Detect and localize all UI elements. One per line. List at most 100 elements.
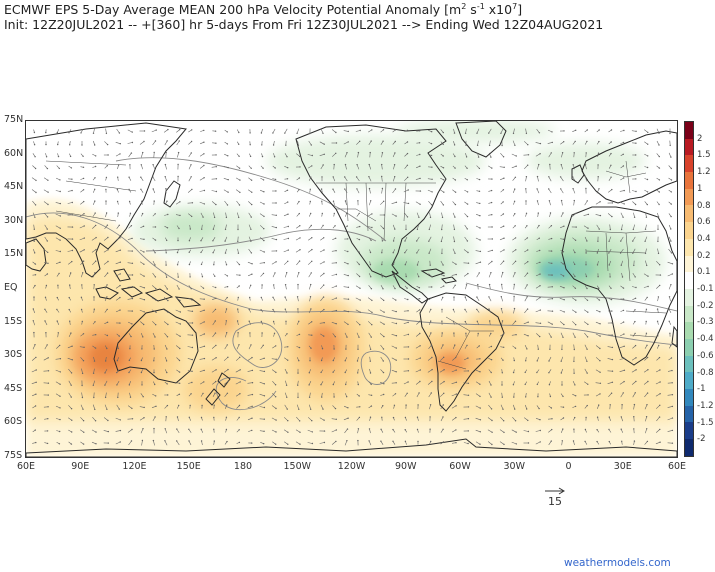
wind-vector-head <box>323 261 325 263</box>
wind-vector-head <box>563 311 565 313</box>
wind-vector-head <box>500 132 502 134</box>
wind-vector <box>656 140 660 146</box>
wind-vector-head <box>69 284 71 286</box>
wind-vector-head <box>393 404 396 406</box>
wind-vector-head <box>298 320 300 322</box>
wind-vector-head <box>213 216 216 219</box>
wind-vector-head <box>501 144 503 147</box>
wind-vector-head <box>515 155 517 157</box>
wind-vector-head <box>465 144 467 146</box>
map-title: ECMWF EPS 5-Day Average MEAN 200 hPa Vel… <box>4 2 523 18</box>
wind-vector <box>343 274 349 276</box>
wind-vector-head <box>501 384 503 386</box>
wind-vector <box>381 176 383 182</box>
wind-vector-head <box>407 370 410 372</box>
wind-vector <box>271 358 277 360</box>
wind-vector-head <box>71 431 73 433</box>
wind-vector-head <box>670 240 672 242</box>
wind-vector-head <box>47 179 49 181</box>
wind-vector <box>607 382 613 384</box>
wind-vector-head <box>647 285 649 288</box>
wind-vector <box>668 236 672 242</box>
wind-vector <box>597 248 599 254</box>
wind-vector-head <box>177 163 179 166</box>
wind-vector-head <box>563 299 565 301</box>
wind-vector-head <box>392 263 395 266</box>
wind-vector <box>283 226 289 228</box>
wind-vector-head <box>191 310 194 312</box>
wind-vector-head <box>239 191 241 194</box>
wind-vector-head <box>287 167 289 169</box>
wind-vector-head <box>35 393 37 395</box>
wind-vector <box>115 142 121 144</box>
wind-vector-head <box>671 369 673 372</box>
wind-vector-head <box>83 237 85 239</box>
wind-vector-head <box>320 371 322 374</box>
wind-vector-head <box>263 383 265 385</box>
wind-vector-head <box>200 428 202 430</box>
wind-vector-head <box>441 308 443 311</box>
wind-vector-head <box>344 176 346 178</box>
wind-vector <box>225 224 227 230</box>
wind-vector-head <box>203 153 205 155</box>
wind-vector-head <box>239 381 241 383</box>
wind-vector-head <box>491 167 493 169</box>
wind-vector <box>272 272 276 278</box>
wind-vector-head <box>68 296 70 299</box>
wind-vector <box>380 141 384 145</box>
colorbar-label: -0.1 <box>697 284 714 294</box>
wind-vector-head <box>561 384 563 386</box>
wind-vector <box>368 129 372 133</box>
wind-vector-head <box>382 360 384 362</box>
wind-vector <box>201 224 203 230</box>
wind-vector-head <box>430 142 433 145</box>
wind-vector-head <box>620 240 622 242</box>
wind-vector-head <box>46 273 49 275</box>
wind-vector-head <box>563 141 565 143</box>
wind-vector <box>668 284 672 290</box>
wind-vector-head <box>346 428 349 430</box>
wind-vector <box>441 212 443 218</box>
wind-vector <box>331 418 337 420</box>
wind-vector <box>560 176 564 182</box>
wind-vector <box>199 358 205 360</box>
longitude-label: 60E <box>667 461 687 472</box>
wind-vector <box>523 333 529 337</box>
wind-vector-head <box>93 284 95 286</box>
wind-vector-head <box>323 322 325 324</box>
wind-vector <box>343 261 349 265</box>
wind-vector-head <box>431 178 433 180</box>
wind-vector-head <box>118 408 121 410</box>
longitude-label: 90E <box>71 461 90 472</box>
wind-vector-head <box>670 357 673 359</box>
colorbar-label: 0.4 <box>697 233 711 244</box>
wind-vector <box>417 224 419 230</box>
wind-vector-head <box>47 191 49 193</box>
wind-vector-head <box>383 214 385 216</box>
wind-vector-head <box>405 228 407 231</box>
wind-vector-head <box>491 419 493 422</box>
wind-vector-head <box>383 200 385 202</box>
wind-vector-head <box>525 396 527 398</box>
wind-vector-head <box>622 216 624 218</box>
wind-vector-head <box>287 359 289 361</box>
wind-vector <box>32 165 36 169</box>
wind-vector-head <box>320 384 322 386</box>
wind-vector-head <box>119 237 121 239</box>
wind-vector-head <box>381 175 383 178</box>
wind-vector-head <box>178 140 180 142</box>
wind-vector-head <box>598 228 600 230</box>
wind-vector-head <box>357 439 359 442</box>
wind-vector <box>92 404 96 410</box>
wind-vector-head <box>237 296 239 299</box>
wind-vector-head <box>634 276 636 278</box>
wind-vector <box>403 202 409 204</box>
wind-vector-head <box>106 143 109 146</box>
wind-vector-head <box>647 155 649 157</box>
wind-vector-head <box>670 179 673 181</box>
wind-vector-head <box>262 179 265 181</box>
wind-vector-head <box>370 140 372 142</box>
wind-vector <box>319 309 325 313</box>
wind-vector-head <box>82 155 84 157</box>
wind-vector-head <box>311 248 313 251</box>
